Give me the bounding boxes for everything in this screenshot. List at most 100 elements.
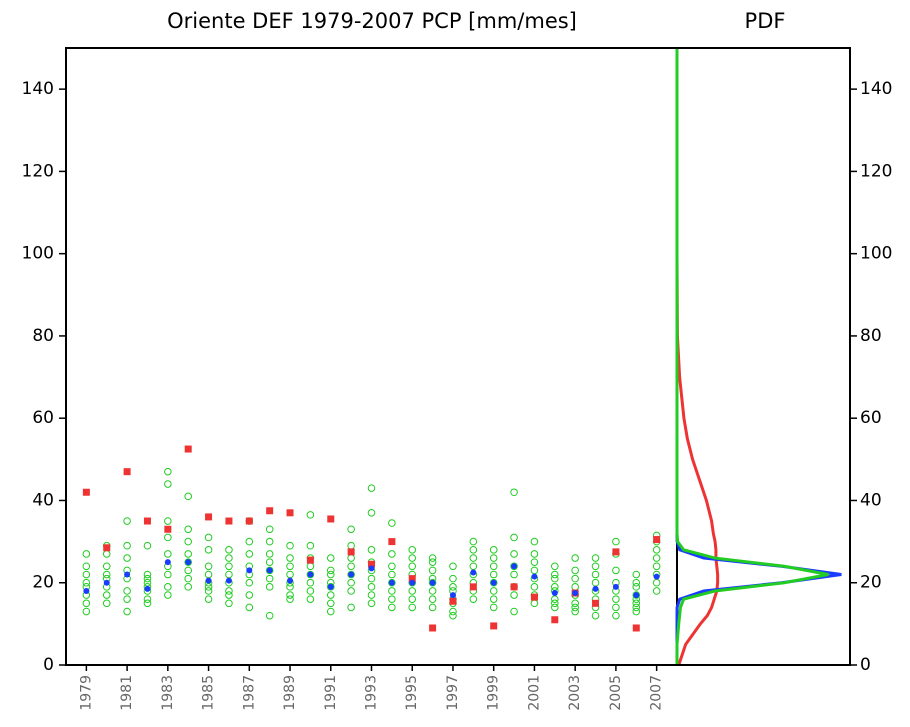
member-point [326,570,335,579]
member-point [225,591,233,599]
member-point [102,550,111,558]
member-point [367,484,376,492]
x-tick-label: 1989 [282,675,298,711]
member-point [449,607,457,616]
member-point [265,611,274,620]
member-point [245,591,254,599]
x-tick-label: 1985 [201,675,217,711]
observed-point [143,517,151,525]
observed-point [245,517,253,525]
member-point [652,587,661,595]
mean-point [205,577,212,584]
member-point [612,603,620,612]
member-point [489,554,498,562]
member-point [551,603,559,612]
y2-tick-label: 40 [860,490,882,510]
member-point [347,562,355,571]
mean-point [246,567,253,574]
member-point [184,558,192,566]
member-point [449,583,457,591]
member-point [428,558,437,566]
member-point [530,537,539,546]
y-tick-label: 100 [22,244,54,264]
member-point [184,492,192,501]
member-point [408,603,417,612]
mean-point [368,565,375,572]
member-point [632,583,641,591]
member-point [123,595,131,603]
member-point [571,554,579,562]
member-point [265,583,274,591]
member-point [367,599,376,608]
mean-point [103,579,110,586]
member-point [530,599,539,608]
observed-point [286,509,294,517]
observed-point [306,556,314,564]
observed-point [388,538,396,546]
x-tick-label: 1983 [160,675,176,711]
member-point [184,537,192,546]
member-point [632,570,641,579]
member-point [123,607,131,616]
observed-point [530,593,538,601]
y2-tick-label: 60 [860,408,882,428]
member-point [510,607,518,616]
member-point [571,574,579,583]
member-point [571,583,579,591]
member-point [632,603,641,612]
member-point [164,591,172,599]
y2-tick-label: 20 [860,573,882,593]
member-point [164,480,172,488]
member-point [469,562,478,571]
member-point [449,562,457,571]
y-tick-label: 80 [32,326,54,346]
member-point [306,562,315,571]
member-point [326,607,335,616]
member-point [164,517,172,525]
member-point [326,591,335,599]
member-point [510,550,518,558]
member-point [123,541,131,550]
member-point [388,595,396,603]
member-point [551,574,559,583]
member-point [82,562,91,571]
mean-point [307,571,314,578]
member-point [591,578,600,587]
member-point [489,595,498,603]
mean-point [470,569,477,576]
member-point [164,550,172,558]
member-point [612,566,620,575]
x-tick-label: 1981 [119,675,135,711]
member-point [612,595,620,603]
member-point [82,578,91,587]
member-point [225,570,233,579]
pdf-curve [675,48,829,665]
member-point [408,546,417,554]
member-point [632,599,641,608]
member-point [367,583,376,591]
observed-point [205,513,213,521]
observed-point [123,468,131,476]
member-point [143,541,152,550]
member-point [489,587,498,595]
observed-point [327,515,335,523]
mean-point [653,573,660,580]
member-point [652,546,661,554]
member-point [571,603,579,612]
member-point [571,566,579,575]
member-point [632,591,641,599]
member-point [367,546,376,554]
y-tick-label: 120 [22,161,54,181]
member-point [82,607,91,616]
member-point [408,562,417,571]
member-point [551,599,559,608]
member-point [306,595,315,603]
member-point [326,599,335,608]
member-point [326,583,335,591]
member-point [388,603,396,612]
mean-point [348,571,355,578]
member-point [469,537,478,546]
member-point [469,554,478,562]
pdf-title: PDF [745,9,786,33]
